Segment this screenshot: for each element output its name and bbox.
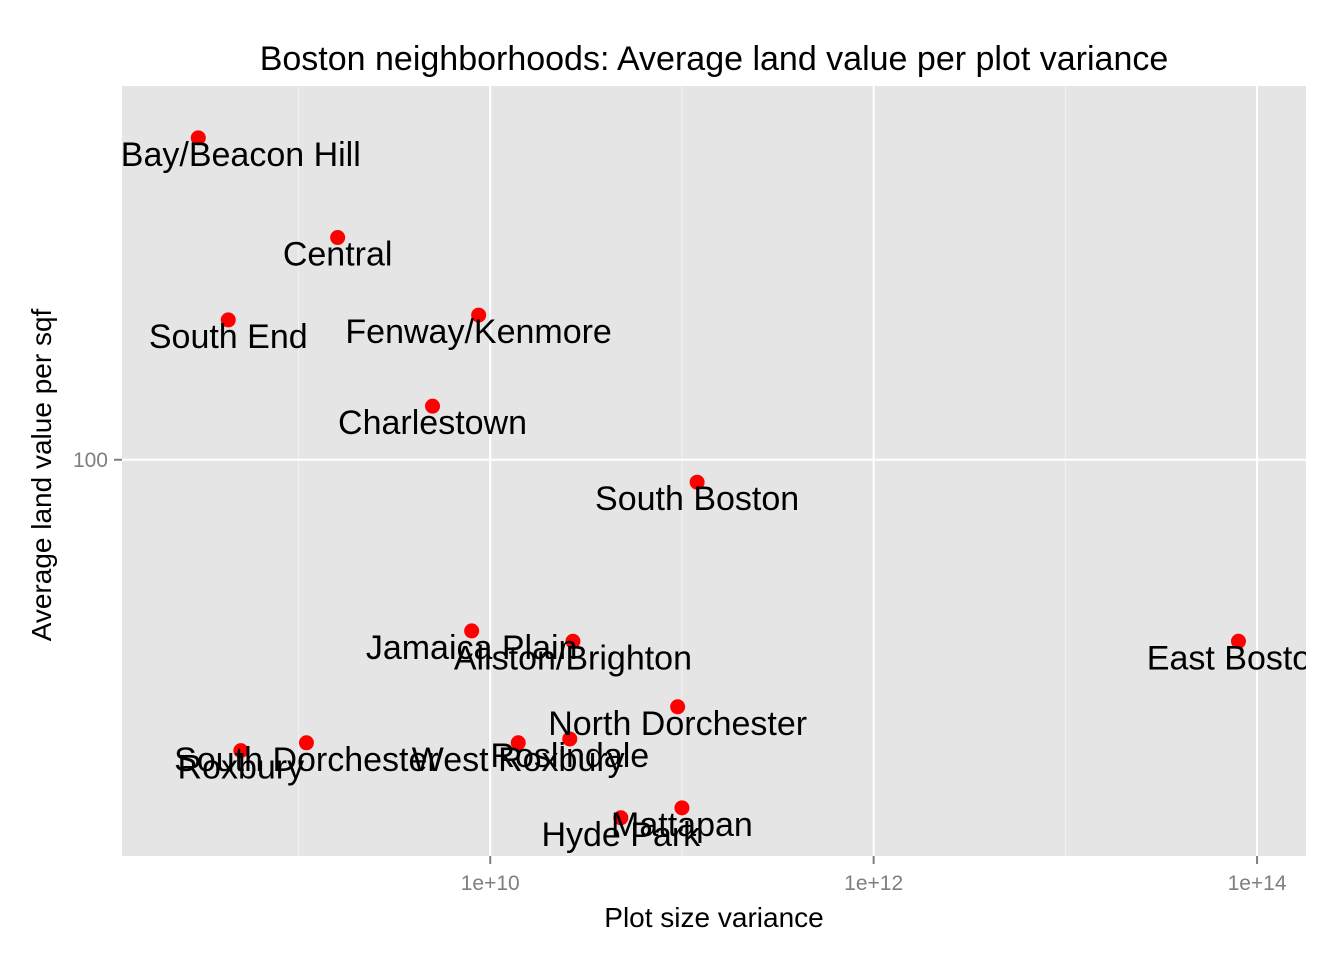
x-axis-label: Plot size variance bbox=[604, 902, 824, 933]
data-point bbox=[689, 474, 705, 490]
data-point bbox=[220, 312, 236, 328]
point-label: South End bbox=[149, 318, 308, 356]
point-label: East Boston bbox=[1147, 639, 1330, 677]
point-label: Mattapan bbox=[611, 806, 753, 844]
data-point bbox=[510, 735, 526, 751]
x-tick-label: 1e+14 bbox=[1228, 872, 1287, 895]
point-label: Allston/Brighton bbox=[454, 639, 692, 677]
data-point bbox=[674, 800, 690, 816]
point-label: North Dorchester bbox=[548, 705, 807, 743]
point-label: Roxbury bbox=[178, 749, 305, 787]
plot-panel bbox=[122, 86, 1306, 856]
point-label: Roslindale bbox=[490, 737, 649, 775]
data-point bbox=[298, 735, 314, 751]
data-point bbox=[670, 699, 686, 715]
data-point bbox=[190, 130, 206, 146]
point-label: Fenway/Kenmore bbox=[345, 313, 611, 351]
point-label: West Roxbury bbox=[412, 741, 625, 779]
point-label: South Boston bbox=[595, 480, 799, 518]
data-point bbox=[233, 743, 249, 759]
point-label: Central bbox=[283, 236, 393, 274]
data-point bbox=[464, 623, 480, 639]
point-label: Hyde Park bbox=[541, 816, 701, 854]
data-point bbox=[613, 810, 629, 826]
x-tick-label: 1e+10 bbox=[461, 872, 520, 895]
point-label: South Dorchester bbox=[174, 741, 439, 779]
data-point bbox=[562, 731, 578, 747]
data-point bbox=[330, 230, 346, 246]
data-point bbox=[565, 633, 581, 649]
y-tick-label: 100 bbox=[73, 449, 108, 472]
data-point bbox=[1230, 633, 1246, 649]
point-label: Charlestown bbox=[338, 404, 527, 442]
point-label: Jamaica Plain bbox=[366, 629, 578, 667]
point-label: Back Bay/Beacon Hill bbox=[36, 136, 361, 174]
x-tick-label: 1e+12 bbox=[844, 872, 903, 895]
chart-title: Boston neighborhoods: Average land value… bbox=[259, 40, 1169, 78]
data-point bbox=[425, 398, 441, 414]
data-point bbox=[471, 307, 487, 323]
